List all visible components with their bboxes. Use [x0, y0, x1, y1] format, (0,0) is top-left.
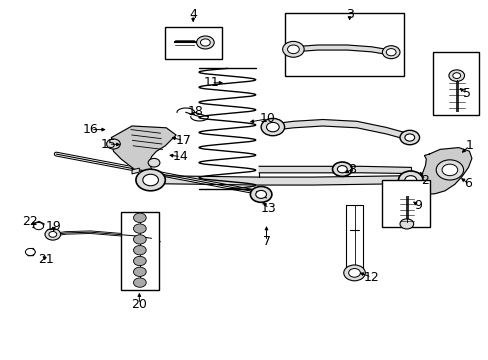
Circle shape [133, 235, 146, 244]
Text: 14: 14 [173, 150, 188, 163]
Circle shape [200, 39, 210, 46]
Bar [432, 52, 478, 115]
Polygon shape [259, 166, 410, 174]
Circle shape [250, 186, 271, 202]
Circle shape [136, 169, 165, 191]
Polygon shape [293, 45, 388, 55]
Text: 19: 19 [46, 220, 61, 233]
Text: 8: 8 [347, 163, 355, 176]
Bar [121, 212, 159, 290]
Circle shape [133, 256, 146, 266]
Text: 1: 1 [465, 139, 472, 152]
Text: 11: 11 [203, 76, 219, 89]
Circle shape [404, 176, 416, 184]
Circle shape [399, 219, 413, 229]
Circle shape [348, 269, 360, 277]
Circle shape [399, 130, 419, 145]
Circle shape [282, 41, 304, 57]
Circle shape [255, 190, 266, 198]
Text: 13: 13 [261, 202, 276, 215]
Circle shape [106, 139, 120, 149]
Text: 17: 17 [175, 134, 191, 147]
Circle shape [452, 73, 460, 78]
Polygon shape [132, 168, 139, 174]
Circle shape [261, 118, 284, 136]
Text: 10: 10 [260, 112, 275, 125]
Text: 12: 12 [363, 271, 379, 284]
Bar [382, 180, 429, 227]
Polygon shape [25, 248, 35, 256]
Circle shape [133, 267, 146, 276]
Circle shape [49, 231, 57, 237]
Circle shape [382, 46, 399, 59]
Circle shape [133, 213, 146, 222]
Text: 5: 5 [462, 87, 470, 100]
Text: 18: 18 [187, 105, 203, 118]
Circle shape [133, 278, 146, 287]
Bar [165, 27, 221, 59]
Bar [284, 13, 404, 76]
Circle shape [435, 160, 463, 180]
Circle shape [386, 49, 395, 56]
Circle shape [404, 134, 414, 141]
Text: 21: 21 [39, 253, 54, 266]
Circle shape [441, 164, 457, 176]
Circle shape [196, 36, 214, 49]
Text: 4: 4 [189, 8, 197, 21]
Circle shape [34, 222, 43, 230]
Polygon shape [150, 176, 410, 185]
Text: 22: 22 [22, 215, 38, 228]
Text: 16: 16 [83, 123, 99, 136]
Circle shape [343, 265, 365, 281]
Text: 20: 20 [131, 298, 147, 311]
Text: 3: 3 [345, 8, 353, 21]
Text: 7: 7 [262, 235, 270, 248]
Circle shape [45, 229, 61, 240]
Circle shape [398, 171, 422, 189]
Circle shape [337, 166, 346, 173]
Text: 6: 6 [464, 177, 471, 190]
Text: 15: 15 [101, 138, 116, 150]
Circle shape [25, 248, 35, 256]
Circle shape [133, 246, 146, 255]
Polygon shape [33, 221, 44, 228]
Circle shape [133, 224, 146, 233]
Circle shape [266, 122, 279, 132]
Circle shape [148, 158, 160, 167]
Circle shape [142, 174, 158, 186]
Text: 9: 9 [413, 199, 421, 212]
Polygon shape [272, 120, 409, 140]
Circle shape [448, 70, 464, 81]
Polygon shape [111, 126, 176, 174]
Text: 2: 2 [421, 174, 428, 186]
Polygon shape [419, 148, 471, 194]
Circle shape [332, 162, 351, 176]
Circle shape [287, 45, 299, 54]
